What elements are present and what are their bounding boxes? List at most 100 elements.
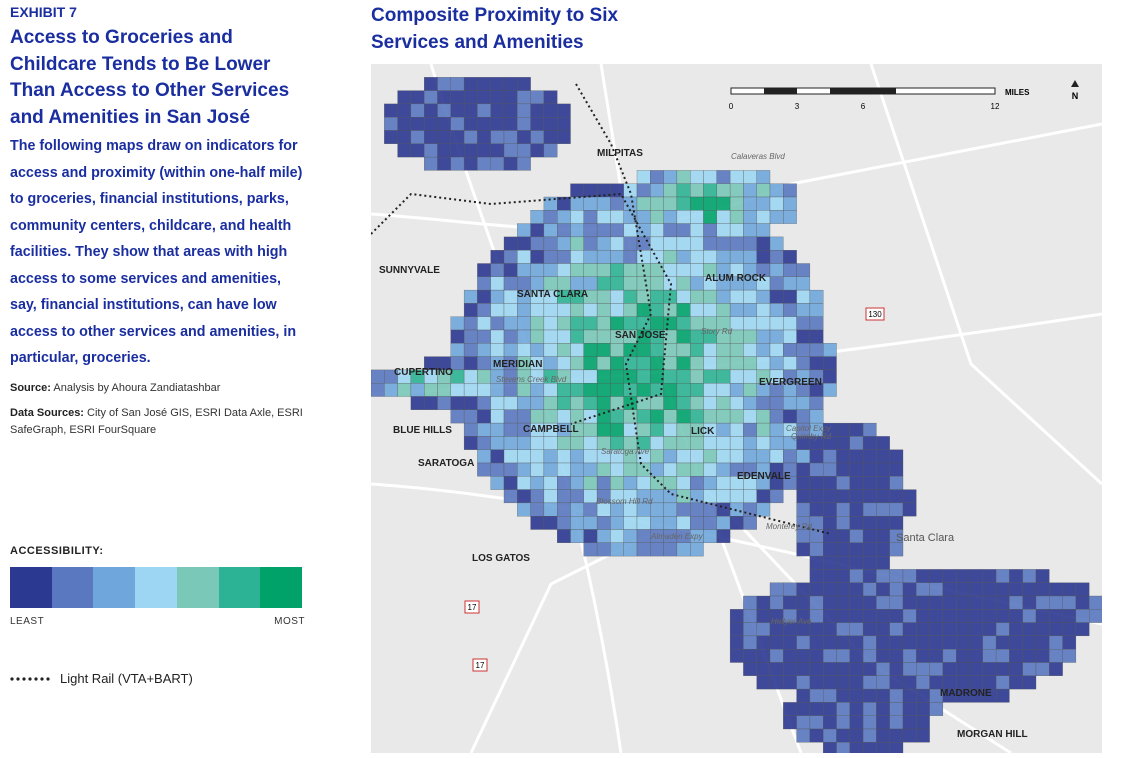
grid-cell [570,369,584,384]
grid-cell [769,263,784,277]
grid-cell [690,409,704,424]
grid-cell [557,436,571,450]
grid-cell [650,183,664,198]
grid-cell [450,396,465,410]
grid-cell [503,462,518,477]
source-text: Analysis by Ahoura Zandiatashbar [53,381,221,394]
grid-cell [969,622,983,637]
grid-cell [929,595,944,610]
grid-cell [823,502,837,517]
grid-cell [769,303,784,317]
grid-cell [437,143,451,158]
grid-cell [610,196,624,211]
grid-cell [916,582,930,597]
grid-cell [796,289,811,304]
grid-cell [543,396,558,410]
grid-cell [796,728,811,743]
grid-cell [530,396,545,410]
grid-cell [557,476,571,490]
grid-cell [490,130,505,144]
grid-cell [902,489,917,504]
grid-cell [676,276,691,291]
grid-cell [982,622,997,637]
grid-cell [463,422,478,437]
grid-cell [477,90,491,105]
grid-cell [809,489,824,504]
grid-cell [823,595,837,610]
grid-cell [570,489,584,504]
grid-cell [743,223,757,238]
exhibit-label: EXHIBIT 7 [10,4,77,20]
legend-swatch [260,567,303,608]
grid-cell [636,396,651,410]
scale-label: 0 [729,102,734,111]
legend-swatch [51,567,94,608]
grid-cell [862,582,877,597]
grid-cell [796,476,811,490]
grid-cell [743,343,757,357]
grid-cell [530,117,545,131]
grid-cell [583,210,598,224]
grid-cell [650,356,664,371]
grid-cell [437,156,451,171]
grid-cell [889,516,904,530]
grid-cell [650,303,664,317]
grid-cell [995,622,1010,637]
grid-cell [756,635,771,650]
grid-cell [583,396,598,410]
legend-swatch [10,567,52,608]
grid-cell [796,276,811,291]
grid-cell [823,369,837,384]
grid-cell [916,662,930,676]
grid-cell [490,117,505,131]
grid-cell [530,489,545,504]
grid-cell [703,476,717,490]
grid-cell [463,90,478,105]
light-rail [575,83,832,535]
grid-cell [849,555,864,570]
grid-cell [703,489,717,504]
grid-cell [397,130,412,144]
grid-cell [490,476,505,490]
grid-cell [703,502,717,517]
grid-cell [410,396,425,410]
grid-cell [410,130,425,144]
grid-cell [1022,675,1037,690]
grid-cell [716,409,731,424]
grid-cell [650,542,664,557]
grid-cell [583,369,598,384]
grid-cell [916,595,930,610]
grid-cell [570,396,584,410]
grid-cell [557,356,571,371]
grid-cell [929,609,944,623]
grid-cell [583,516,598,530]
grid-cell [1089,609,1102,623]
grid-cell [610,356,624,371]
grid-cell [503,236,518,251]
grid-cell [796,263,811,277]
grid-cell [610,223,624,238]
grid-cell [610,462,624,477]
grid-cell [596,196,611,211]
grid-cell [650,462,664,477]
grid-cell [557,343,571,357]
grid-cell [756,343,771,357]
grid-cell [463,356,478,371]
grid-cell [769,675,784,690]
grid-cell [503,289,518,304]
grid-cell [809,595,824,610]
grid-cell [783,343,797,357]
grid-cell [743,609,757,623]
grid-cell [783,649,797,663]
grid-cell [1009,662,1023,676]
grid-cell [716,170,731,184]
grid-cell [557,130,571,144]
grid-cell [836,662,850,676]
grid-cell [570,236,584,251]
grid-cell [823,622,837,637]
grid-cell [1035,635,1050,650]
grid-cell [703,449,717,464]
grid-cell [769,662,784,676]
grid-cell [610,476,624,490]
grid-cell [663,236,678,251]
